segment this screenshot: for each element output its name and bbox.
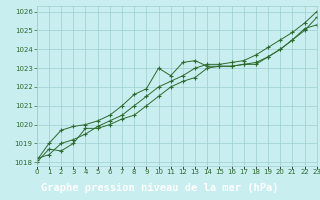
Text: Graphe pression niveau de la mer (hPa): Graphe pression niveau de la mer (hPa) — [41, 183, 279, 193]
